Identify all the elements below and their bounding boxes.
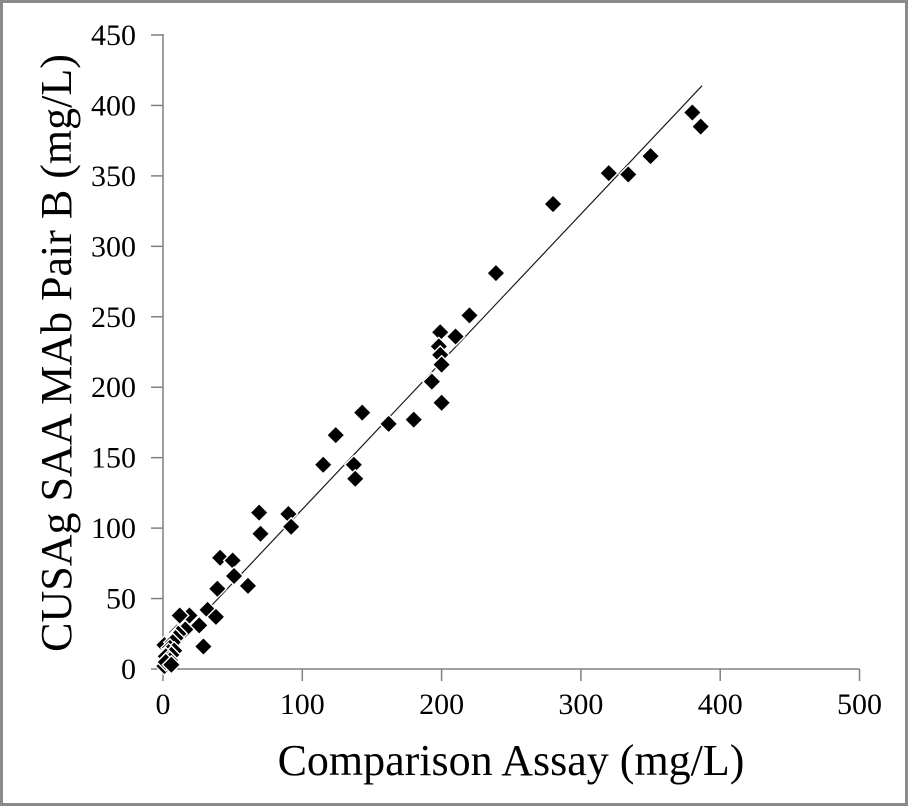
data-point [281, 516, 302, 537]
x-tick-label: 300 [558, 688, 603, 721]
data-point [459, 305, 480, 326]
data-point [249, 502, 270, 523]
data-point [224, 566, 245, 587]
data-points [154, 102, 711, 677]
data-point [485, 263, 506, 284]
y-tick-label: 400 [91, 89, 136, 122]
data-point [193, 636, 214, 657]
x-tick-label: 500 [837, 688, 882, 721]
data-point [445, 326, 466, 347]
data-point [197, 599, 218, 620]
data-point [161, 654, 182, 675]
data-point [345, 468, 366, 489]
trend-line [204, 85, 703, 614]
y-tick-label: 100 [91, 512, 136, 545]
y-tick-label: 450 [91, 19, 136, 52]
data-point [210, 547, 231, 568]
data-point [682, 102, 703, 123]
y-tick-label: 200 [91, 371, 136, 404]
data-point [403, 409, 424, 430]
data-point [378, 413, 399, 434]
x-tick-label: 100 [280, 688, 325, 721]
data-point [237, 575, 258, 596]
x-axis-title: Comparison Assay (mg/L) [278, 736, 745, 785]
y-tick-label: 250 [91, 301, 136, 334]
x-tick-label: 200 [419, 688, 464, 721]
y-tick-label: 350 [91, 160, 136, 193]
data-point [352, 402, 373, 423]
data-point [690, 116, 711, 137]
x-tick-label: 0 [156, 688, 171, 721]
data-point [207, 578, 228, 599]
y-tick-label: 50 [106, 583, 136, 616]
data-point [325, 425, 346, 446]
data-point [205, 606, 226, 627]
data-point [250, 523, 271, 544]
data-point [421, 371, 442, 392]
data-point [431, 354, 452, 375]
y-tick-label: 150 [91, 442, 136, 475]
trend-line-segment [204, 85, 703, 614]
data-point [169, 605, 190, 626]
data-point [598, 163, 619, 184]
axes: 0 50 100 150 200 250 300 350 400 450 0 100 200 300 400… [91, 19, 882, 721]
data-point [618, 164, 639, 185]
data-point [313, 454, 334, 475]
y-axis-title: CUSAg SAA MAb Pair B (mg/L) [32, 54, 81, 652]
y-tick-label: 0 [121, 653, 136, 686]
data-point [431, 392, 452, 413]
scatter-chart: 0 50 100 150 200 250 300 350 400 450 0 100 200 300 400… [32, 19, 882, 785]
data-point [640, 146, 661, 167]
x-tick-label: 400 [698, 688, 743, 721]
data-point [543, 194, 564, 215]
y-tick-label: 300 [91, 230, 136, 263]
